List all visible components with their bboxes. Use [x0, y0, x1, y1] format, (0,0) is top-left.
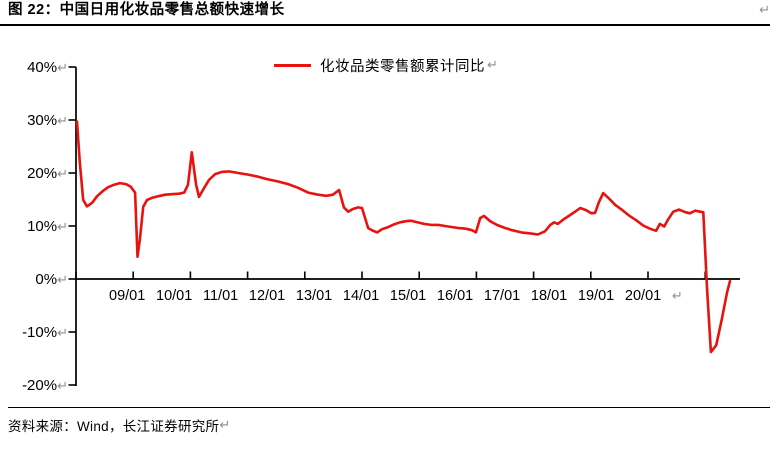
x-axis-label: 10/01	[156, 287, 193, 304]
y-axis-label: 0%↵	[0, 270, 68, 290]
x-axis-label: 12/01	[248, 287, 286, 304]
x-axis-label: 20/01	[624, 287, 662, 304]
y-axis-label: 20%↵	[0, 164, 68, 184]
y-axis-label: -10%↵	[0, 323, 68, 343]
x-axis-label: 09/01	[109, 287, 146, 304]
y-axis-label: 40%↵	[0, 58, 68, 78]
x-axis-label: 16/01	[436, 287, 474, 304]
chart-legend: 化妆品类零售额累计同比 ↵	[274, 56, 498, 75]
source-text: 资料来源：Wind，长江证券研究所	[8, 419, 220, 434]
y-axis-label: 10%↵	[0, 217, 68, 237]
y-axis-label-text: -10%	[22, 324, 58, 341]
return-mark-icon: ↵	[487, 57, 498, 72]
return-mark-icon: ↵	[57, 378, 68, 393]
return-mark-icon: ↵	[57, 219, 68, 234]
y-axis-label-text: 40%	[27, 59, 58, 76]
return-mark-icon: ↵	[759, 2, 770, 17]
x-axis-label: 17/01	[483, 287, 521, 304]
y-axis-label-text: 30%	[27, 112, 58, 129]
y-axis-label-text: 20%	[27, 165, 58, 182]
y-axis-label-text: 0%	[35, 271, 58, 288]
figure-title-bar: 图 22：中国日用化妆品零售总额快速增长 ↵	[0, 0, 770, 26]
x-axis-label: 14/01	[342, 287, 380, 304]
return-mark-icon: ↵	[57, 166, 68, 181]
x-axis-label: 15/01	[389, 287, 427, 304]
return-mark-icon: ↵	[219, 417, 231, 432]
y-axis-label-text: -20%	[22, 377, 58, 394]
footer-divider	[8, 407, 770, 408]
x-axis-label: 13/01	[295, 287, 333, 304]
return-mark-icon: ↵	[671, 288, 683, 303]
figure-title: 图 22：中国日用化妆品零售总额快速增长	[8, 2, 285, 18]
x-axis-label: 19/01	[577, 287, 615, 304]
return-mark-icon: ↵	[57, 113, 68, 128]
y-axis-label-text: 10%	[27, 218, 58, 235]
source-line: 资料来源：Wind，长江证券研究所 ↵	[8, 415, 231, 435]
x-axis-label: 18/01	[530, 287, 568, 304]
return-mark-icon: ↵	[57, 272, 68, 287]
return-mark-icon: ↵	[57, 325, 68, 340]
x-axis-label: 11/01	[203, 287, 239, 304]
series-line	[75, 120, 732, 354]
legend-line-swatch	[274, 63, 311, 67]
y-axis-label: -20%↵	[0, 376, 68, 396]
legend-label: 化妆品类零售额累计同比	[320, 58, 485, 75]
x-axis-labels: 09/01 10/01 11/01 12/01 13/01 14/01 15/01 16/01…	[109, 286, 683, 306]
return-mark-icon: ↵	[57, 60, 68, 75]
y-axis-label: 30%↵	[0, 111, 68, 131]
